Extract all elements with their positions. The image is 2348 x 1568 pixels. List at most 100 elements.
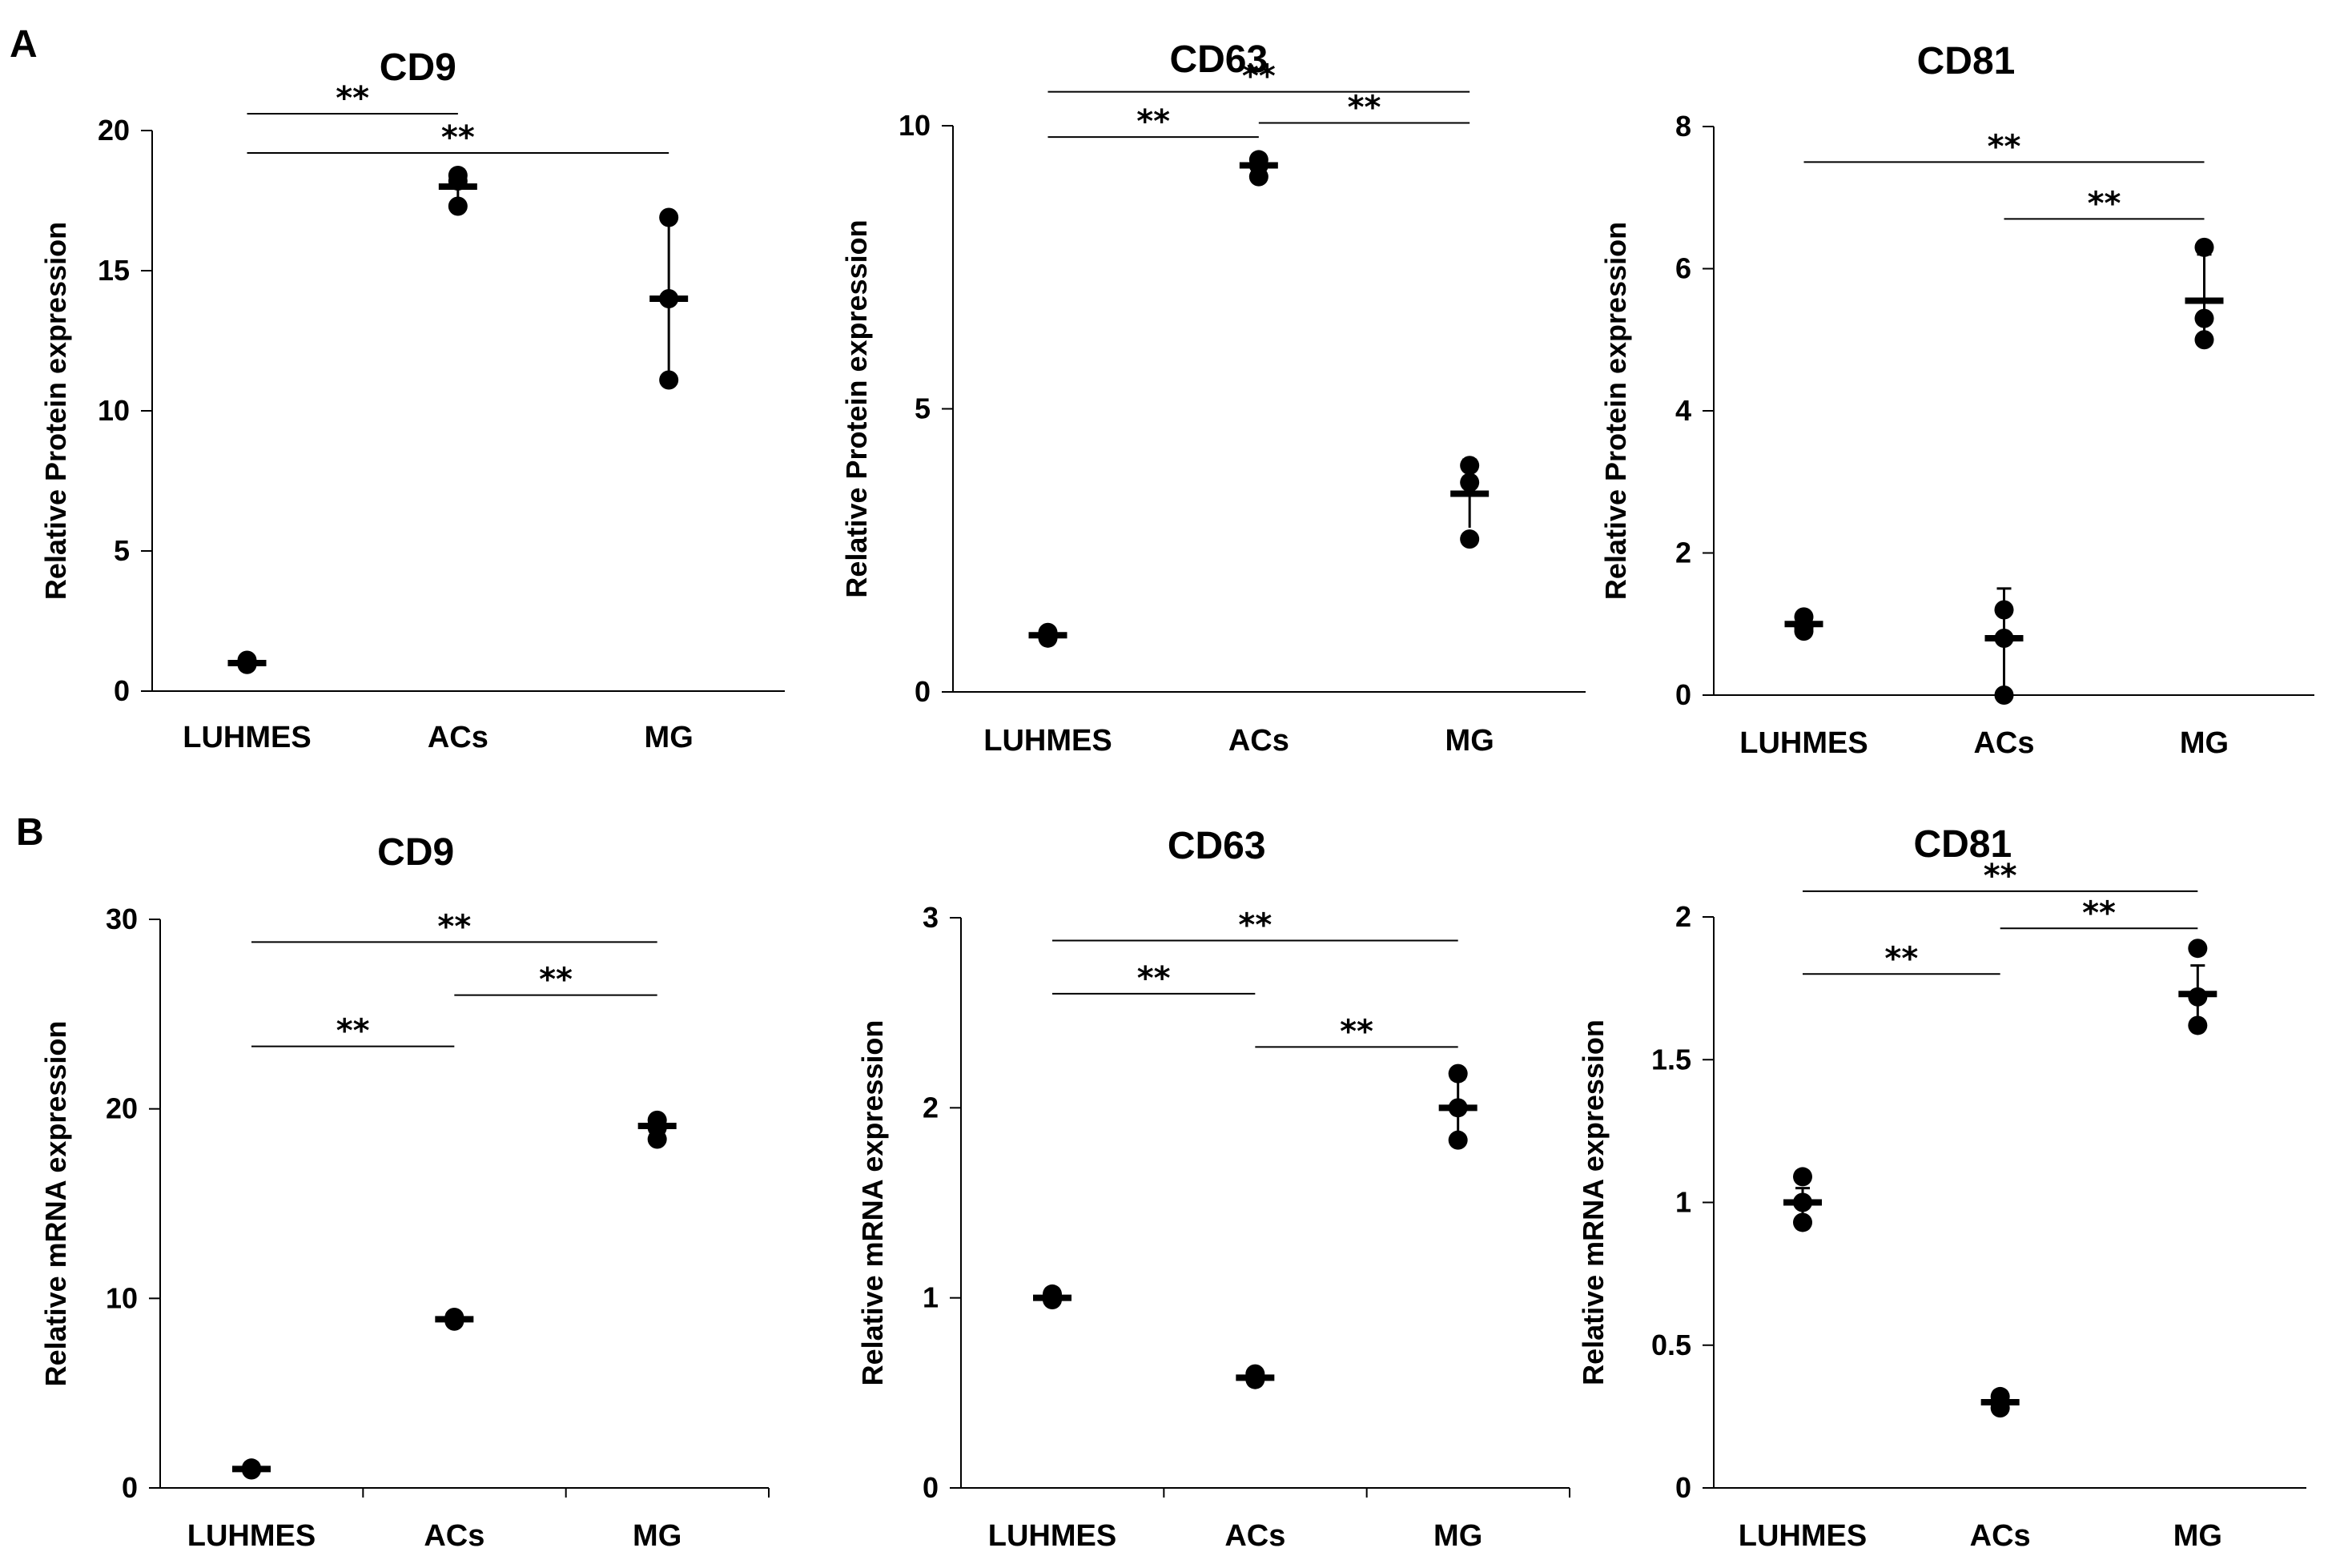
y-tick-label: 20 [106,1092,138,1125]
chart-title: CD63 [1169,38,1268,81]
group-mg [1438,1063,1478,1150]
data-point [2194,237,2214,257]
y-axis-label: Relative mRNA expression [856,1020,889,1386]
group-luhmes [1033,1284,1071,1310]
chart-mrna-cd9: CD9 Relative mRNA expression 0 10 20 30 LUHMES… [39,831,770,1553]
significance-label: ** [1340,1013,1373,1050]
group-luhmes [227,650,267,674]
chart-title: CD81 [1917,40,2016,82]
group-acs [435,1308,474,1331]
x-category-label: ACs [428,721,488,754]
x-category-label: MG [1433,1519,1482,1553]
data-point [2194,330,2214,350]
significance-label: ** [1242,58,1276,95]
y-tick-label: 15 [98,254,130,287]
chart-title: CD9 [380,46,456,89]
group-acs [1984,587,2024,705]
group-acs [1980,1386,2020,1418]
significance-label: ** [1988,128,2021,165]
significance-label: ** [1348,89,1381,126]
data-point [2188,1015,2208,1035]
y-tick-label: 0 [122,1471,138,1504]
y-tick-label: 2 [1675,537,1691,569]
y-tick-label: 30 [106,903,138,935]
significance-label: ** [1984,858,2017,895]
x-category-label: MG [2173,1519,2222,1553]
y-axis-label: Relative Protein expression [39,222,72,600]
significance-label: ** [1238,907,1272,943]
significance-label: ** [2088,185,2121,222]
significance-label: ** [1136,103,1170,140]
y-tick-label: 0 [1675,678,1691,711]
y-tick-label: 5 [915,392,931,425]
data-point [1460,472,1480,493]
group-luhmes [1784,607,1823,641]
y-tick-label: 0 [114,674,130,707]
significance-label: ** [539,962,573,999]
y-axis-label: Relative mRNA expression [39,1021,72,1387]
group-mg [1450,456,1490,549]
x-category-label: MG [645,721,694,754]
y-tick-label: 0.5 [1651,1329,1691,1361]
y-tick-label: 4 [1675,394,1691,427]
y-tick-label: 6 [1675,252,1691,285]
y-axis-label: Relative Protein expression [1599,222,1632,600]
x-category-label: MG [2180,726,2229,760]
chart-protein-cd81: CD81 Relative Protein expression 0 2 4 6 8 LUHM… [1599,40,2314,760]
group-mg [2178,939,2217,1035]
significance-label: ** [437,908,471,945]
y-axis-label: Relative Protein expression [840,219,873,597]
y-tick-label: 20 [98,114,130,147]
panel-letter-b: B [16,811,44,854]
y-tick-label: 2 [1675,900,1691,933]
y-tick-label: 8 [1675,110,1691,143]
x-category-label: ACs [1224,1519,1285,1553]
y-tick-label: 5 [114,534,130,567]
chart-protein-cd9: CD9 Relative Protein expression 0 5 10 15 20 LU… [39,46,785,754]
data-point [1994,685,2014,705]
y-tick-label: 1 [923,1281,939,1314]
x-category-label: ACs [1228,724,1289,758]
y-tick-label: 0 [1675,1471,1691,1504]
x-category-label: LUHMES [183,721,311,754]
y-tick-label: 10 [98,394,130,427]
y-tick-label: 10 [899,109,931,142]
x-category-label: ACs [424,1519,484,1553]
data-point [1460,456,1480,476]
data-point [2194,308,2214,328]
data-point [2188,939,2208,959]
chart-mrna-cd81: CD81 Relative mRNA expression 0 0.5 1 1.5 2 LUH… [1577,823,2306,1553]
significance-label: ** [336,1013,370,1050]
x-category-label: MG [1445,724,1494,758]
data-point [448,196,468,216]
y-axis-label: Relative mRNA expression [1577,1019,1610,1385]
x-category-label: ACs [1970,1519,2031,1553]
y-tick-label: 10 [106,1281,138,1314]
y-tick-label: 1 [1675,1186,1691,1219]
data-point [1994,600,2014,620]
group-mg [649,207,689,390]
y-tick-label: 1.5 [1651,1043,1691,1075]
data-point [1460,529,1480,549]
y-tick-label: 0 [923,1471,939,1504]
group-luhmes [232,1458,271,1480]
chart-mrna-cd63: CD63 Relative mRNA expression 0 1 2 3 LUHMES AC… [856,825,1570,1553]
x-category-label: LUHMES [187,1519,316,1553]
x-category-label: LUHMES [983,724,1112,758]
y-tick-label: 2 [923,1091,939,1124]
y-tick-label: 0 [915,675,931,708]
significance-label: ** [336,80,369,117]
group-mg [2185,237,2224,350]
significance-label: ** [2082,895,2116,931]
group-acs [1239,150,1278,187]
data-point [1448,1063,1468,1084]
data-point [659,207,679,227]
x-category-label: LUHMES [1739,726,1868,760]
significance-label: ** [441,119,475,156]
x-category-label: LUHMES [1739,1519,1867,1553]
group-mg [637,1110,677,1149]
data-point [659,370,679,390]
significance-label: ** [1137,960,1171,997]
chart-title: CD63 [1168,825,1266,867]
group-luhmes [1783,1167,1822,1232]
